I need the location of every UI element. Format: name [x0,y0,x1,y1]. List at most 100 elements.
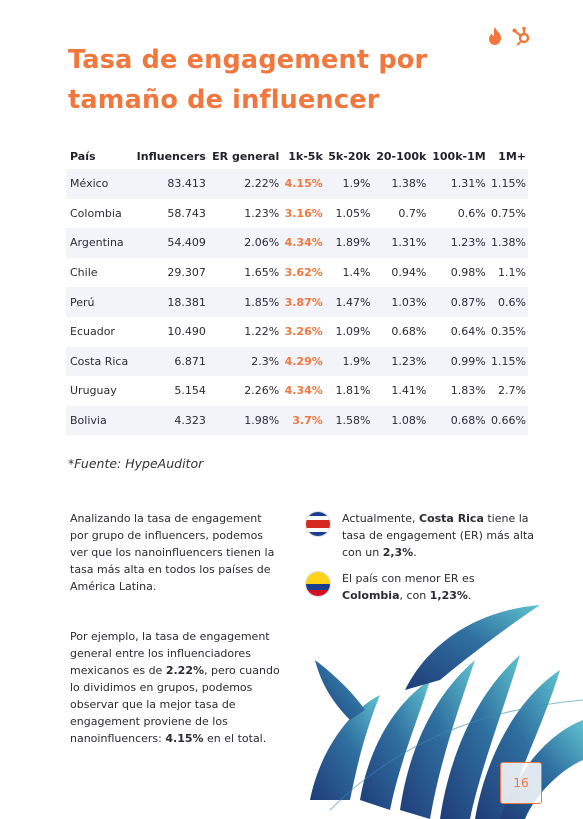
analysis-paragraph-1: Analizando la tasa de engagement por gru… [70,512,275,593]
table-cell: 1.85% [207,287,282,317]
table-cell: 4.34% [284,384,323,398]
table-cell: 1.9% [324,169,373,199]
country-cell: Perú [66,287,133,317]
paragraph2-text-e: en el total. [203,732,267,745]
table-cell: 4.323 [132,405,208,436]
table-row: México 83.413 2.22% 4.15% 1.9% 1.38% 1.31% 1.15… [66,169,528,199]
table-cell: 0.68% [391,325,427,339]
country-cell: Uruguay [70,384,117,398]
table-cell: 1.98% [207,405,282,436]
table-cell: 1.23% [372,346,429,377]
page-title-line-1: Tasa de engagement por [68,45,428,75]
table-cell: 0.99% [428,346,488,377]
table-row: Colombia 58.743 1.23% 3.16% 1.05% 0.7% 0.6% 0.7… [66,199,528,229]
table-cell: 1.81% [335,384,371,398]
country-cell: Chile [70,266,98,280]
paragraph2-text-a: Por ejemplo, la tasa de engagement gener… [70,630,270,677]
table-cell: 1.22% [244,325,280,339]
table-cell: 1.4% [342,266,371,280]
fact-colombia-text: El país con menor ER es Colombia, con 1,… [342,570,536,604]
column-header: 20-100k [376,150,427,163]
brand-logos [487,26,531,46]
table-row: Uruguay 5.154 2.26% 4.34% 1.81% 1.41% 1.83% 2.7… [66,376,528,406]
source-prefix: *Fuente: [68,456,126,471]
page-title: Tasa de engagement por tamaño de influen… [68,40,427,120]
table-cell: 1.23% [428,228,488,258]
table-cell: 2.26% [244,384,280,398]
table-cell: 2.3% [207,346,282,377]
table-cell: 2.7% [498,384,526,398]
table-cell: 1.15% [487,169,528,199]
table-cell: 0.7% [398,206,427,220]
table-cell: 3.26% [284,325,323,339]
page-number-box: 16 [500,762,542,804]
column-header: 1M+ [498,150,526,163]
column-header: País [70,150,96,163]
table-row: Argentina 54.409 2.06% 4.34% 1.89% 1.31% 1.23%… [66,228,528,258]
costa-rica-flag [306,512,330,536]
table-cell: 0.94% [391,266,427,280]
table-cell: 83.413 [132,169,208,199]
table-cell: 1.09% [335,325,371,339]
paragraph2-text-c: , pero cuando lo dividimos en grupos, po… [70,664,280,745]
country-cell: Colombia [70,206,122,220]
table-cell: 4.34% [281,228,325,258]
table-cell: 1.65% [244,266,280,280]
table-cell: 0.6% [457,206,486,220]
table-cell: 1.41% [391,384,427,398]
table-cell: 54.409 [132,228,208,258]
table-cell: 2.06% [207,228,282,258]
table-cell: 5.154 [174,384,206,398]
source-note: *Fuente: HypeAuditor [68,456,203,471]
fact1-country: Costa Rica [419,512,484,525]
fact2-country: Colombia [342,589,400,602]
table-cell: 0.35% [491,325,526,339]
table-cell: 1.83% [450,384,486,398]
country-cell: Bolivia [66,405,133,436]
table-cell: 0.87% [428,287,488,317]
flame-icon [489,27,501,45]
table-cell: 6.871 [132,346,208,377]
fact-costa-rica-text: Actualmente, Costa Rica tiene la tasa de… [342,510,536,561]
colombia-flag [306,572,330,596]
column-header: ER general [212,150,280,163]
paragraph2-general-er: 2.22% [165,664,204,677]
page-number: 16 [513,776,529,790]
fact1-text-c: tiene la tasa de engagement (ER) más alt… [342,512,534,559]
table-cell: 1.38% [487,228,528,258]
table-cell: 3.62% [284,266,323,280]
fact2-value: 1,23% [429,589,468,602]
fact2-text-a: El país con menor ER es [342,572,475,585]
table-cell: 3.87% [281,287,325,317]
table-cell: 1.23% [244,206,280,220]
table-cell: 3.7% [281,405,325,436]
table-cell: 4.15% [281,169,325,199]
table-cell: 1.38% [372,169,429,199]
page-title-line-2: tamaño de influencer [68,85,380,115]
table-row: Perú 18.381 1.85% 3.87% 1.47% 1.03% 0.87% 0.6% [66,287,528,317]
column-header: 5k-20k [328,150,371,163]
table-cell: 29.307 [167,266,206,280]
paragraph2-nano-er: 4.15% [165,732,204,745]
table-cell: 3.16% [284,206,323,220]
country-cell: México [66,169,133,199]
table-cell: 58.743 [167,206,206,220]
fact1-text-e: . [413,546,417,559]
table-cell: 1.31% [372,228,429,258]
table-cell: 1.08% [372,405,429,436]
engagement-table: País Influencers ER general 1k-5k 5k-20k 20-1… [66,144,528,436]
country-cell: Costa Rica [66,346,133,377]
table-cell: 1.31% [428,169,488,199]
table-header-row: País Influencers ER general 1k-5k 5k-20k 20-1… [66,144,528,169]
table-cell: 10.490 [167,325,206,339]
table-cell: 18.381 [132,287,208,317]
table-cell: 1.89% [324,228,373,258]
fact1-text-a: Actualmente, [342,512,419,525]
table-cell: 0.75% [491,206,526,220]
table-cell: 1.1% [498,266,526,280]
table-row: Ecuador 10.490 1.22% 3.26% 1.09% 0.68% 0.64% 0.… [66,317,528,347]
column-header: 1k-5k [288,150,323,163]
table-cell: 0.98% [450,266,486,280]
fact-colombia: El país con menor ER es Colombia, con 1,… [306,570,536,604]
